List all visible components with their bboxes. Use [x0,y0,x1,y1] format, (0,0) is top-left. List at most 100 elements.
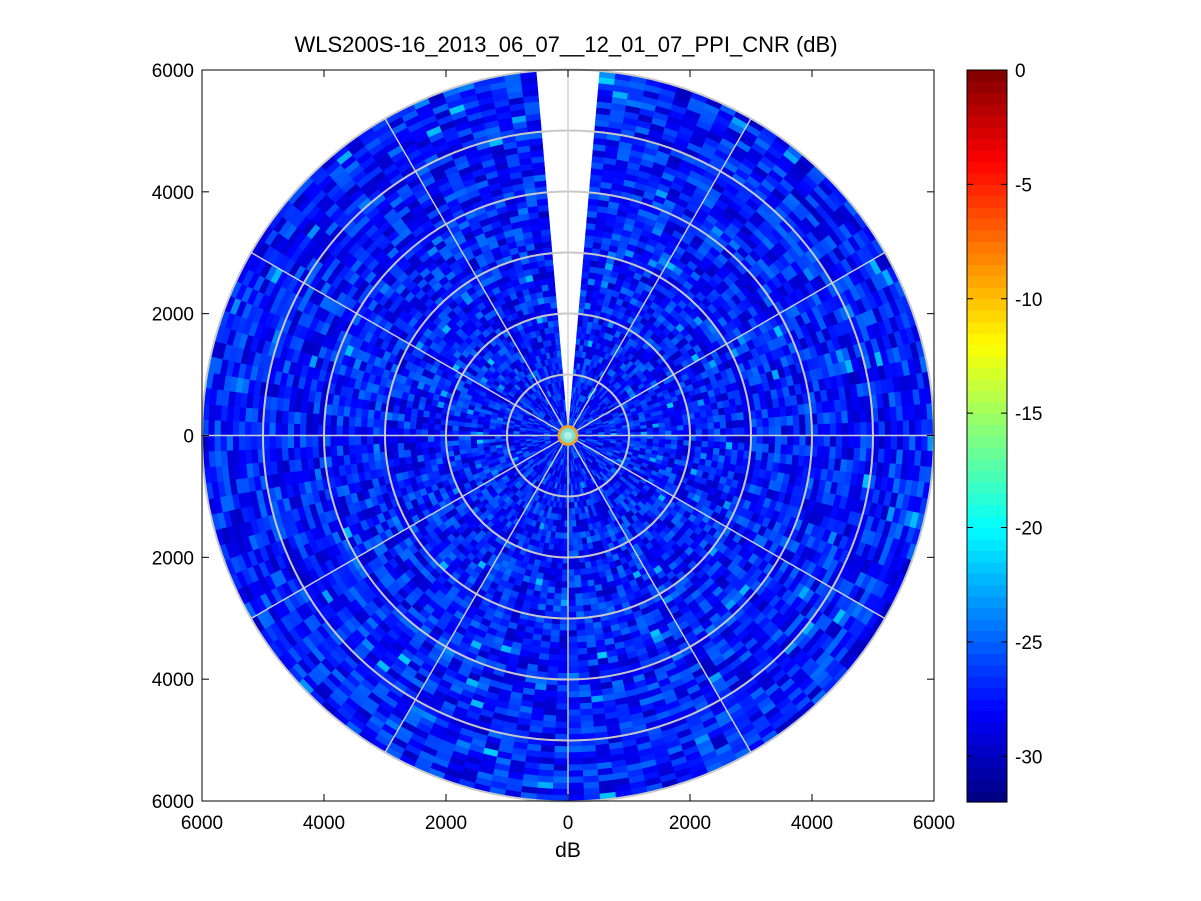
cnr-cell [707,428,715,436]
cnr-cell [695,440,703,448]
cnr-cell [574,587,583,595]
cnr-cell [567,630,578,638]
cnr-cell [552,776,569,784]
cnr-cell [713,428,721,436]
cnr-cell [854,435,862,449]
cnr-cell [847,410,855,424]
cnr-cell [570,508,576,516]
cnr-cell [562,544,569,552]
cnr-cell [799,435,807,447]
cnr-cell [835,423,843,436]
cnr-cell [571,526,577,534]
cnr-cell [859,409,867,424]
cnr-cell [828,411,837,425]
cnr-cell [738,427,746,436]
cnr-cell [567,538,574,546]
cnr-cell [567,745,583,754]
cnr-cell [921,435,929,452]
cnr-cell [835,446,843,460]
chart-title: WLS200S-16_2013_06_07__12_01_07_PPI_CNR … [294,32,837,57]
cnr-cell [558,636,569,644]
cnr-cell [706,416,715,424]
cnr-cell [554,580,562,589]
cnr-cell [577,544,584,552]
cnr-cell [553,752,569,760]
cnr-cell [700,446,709,455]
cnr-cell [792,414,800,427]
cnr-cell [671,435,679,441]
cnr-cell [707,441,715,449]
cnr-cell [555,697,569,705]
cnr-cell [701,441,709,449]
cnr-cell [737,419,746,429]
cnr-cell [835,411,843,425]
cnr-cell [547,653,559,662]
cnr-cell [579,708,593,717]
cnr-cell [664,421,672,428]
cnr-cell [576,635,587,644]
cnr-cell [578,690,592,698]
cnr-cell [890,420,898,436]
cnr-cell [823,435,831,448]
cnr-cell [701,435,709,442]
cnr-cell [774,425,782,436]
cnr-cell [718,448,727,457]
cnr-cell [707,435,715,443]
cnr-cell [896,420,904,436]
cnr-cell [574,580,582,589]
cnr-cell [567,727,582,735]
cnr-cell [567,782,584,790]
cnr-cell [573,568,581,577]
cnr-cell [567,721,582,729]
cnr-cell [725,442,733,451]
cnr-cell [567,715,581,723]
cnr-cell [561,575,569,583]
cnr-cell [561,563,569,571]
cnr-cell [567,599,576,607]
cnr-cell [823,423,831,436]
cnr-cell [712,415,721,424]
cnr-cell [732,435,740,444]
cnr-cell [567,752,583,760]
cnr-cell [915,435,923,452]
cnr-cell [793,425,801,436]
cnr-cell [695,429,703,436]
cnr-cell [546,666,559,674]
cnr-cell [731,442,739,451]
cnr-cell [670,425,679,432]
cnr-cell [574,599,584,607]
cnr-cell [798,445,807,457]
cnr-cell [556,691,569,699]
cnr-cell [878,421,886,436]
cnr-cell [571,532,578,540]
cnr-cell [712,447,721,456]
cnr-cell [580,580,589,588]
cnr-cell [829,435,837,448]
cnr-cell [921,419,929,436]
cnr-cell [567,575,575,583]
cnr-cell [567,666,579,674]
cnr-cell [544,696,557,704]
cnr-cell [792,444,800,457]
cnr-cell [567,593,576,601]
cnr-cell [567,660,579,668]
cnr-cell [780,425,788,436]
cnr-cell [560,599,569,607]
cnr-cell [908,435,917,452]
cnr-cell [841,410,849,424]
cnr-cell [552,599,562,607]
cnr-cell [572,538,578,546]
cnr-cell [694,417,703,425]
cnr-cell [798,414,807,426]
cnr-cell [549,635,560,644]
cnr-cell [567,587,576,595]
cnr-cell [854,422,862,436]
cnr-cell [908,419,917,436]
cnr-cell [822,412,831,425]
cnr-cell [756,435,764,445]
cnr-cell [557,666,569,674]
cnr-cell [555,568,563,577]
cnr-cell [756,443,764,453]
cnr-cell [738,435,746,444]
cnr-cell [787,425,795,436]
